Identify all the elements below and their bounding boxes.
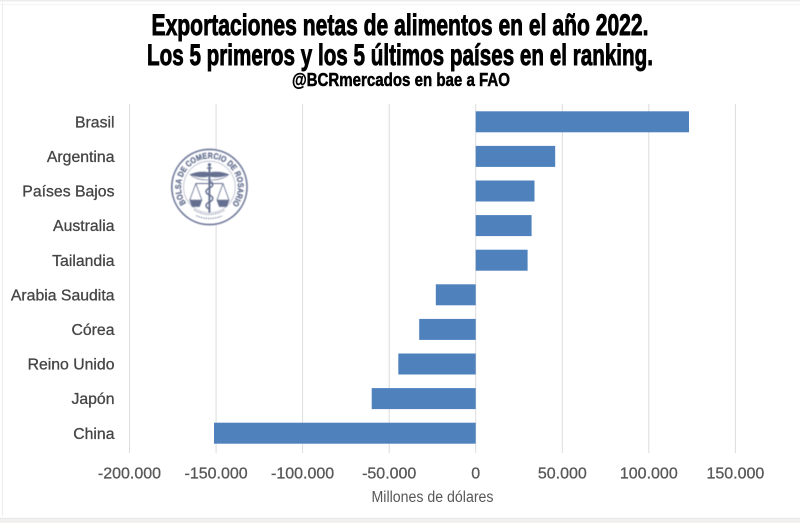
svg-text:Arabia Saudita: Arabia Saudita xyxy=(11,287,115,304)
svg-text:@BCRmercados en bae a FAO: @BCRmercados en bae a FAO xyxy=(292,70,510,90)
svg-text:Japón: Japón xyxy=(71,391,114,408)
svg-text:0: 0 xyxy=(471,466,480,483)
svg-text:Países Bajos: Países Bajos xyxy=(22,184,114,201)
svg-text:Los 5 primeros y los 5 últimos: Los 5 primeros y los 5 últimos países en… xyxy=(147,39,653,72)
svg-text:-100.000: -100.000 xyxy=(271,466,334,483)
svg-text:Brasil: Brasil xyxy=(75,114,115,131)
svg-text:China: China xyxy=(73,426,114,443)
svg-text:150.000: 150.000 xyxy=(706,466,764,483)
svg-text:Tailandia: Tailandia xyxy=(52,253,115,270)
svg-text:100.000: 100.000 xyxy=(620,466,678,483)
svg-text:50.000: 50.000 xyxy=(538,466,587,483)
svg-text:Exportaciones netas de aliment: Exportaciones netas de alimentos en el a… xyxy=(152,9,649,42)
svg-text:-150.000: -150.000 xyxy=(185,466,248,483)
svg-text:Argentina: Argentina xyxy=(47,149,115,166)
svg-text:Millones de dólares: Millones de dólares xyxy=(372,489,494,506)
svg-text:Australia: Australia xyxy=(53,218,115,235)
svg-text:-50.000: -50.000 xyxy=(362,466,416,483)
svg-text:-200.000: -200.000 xyxy=(98,466,161,483)
svg-text:Córea: Córea xyxy=(71,322,114,339)
svg-text:Reino Unido: Reino Unido xyxy=(28,357,115,374)
